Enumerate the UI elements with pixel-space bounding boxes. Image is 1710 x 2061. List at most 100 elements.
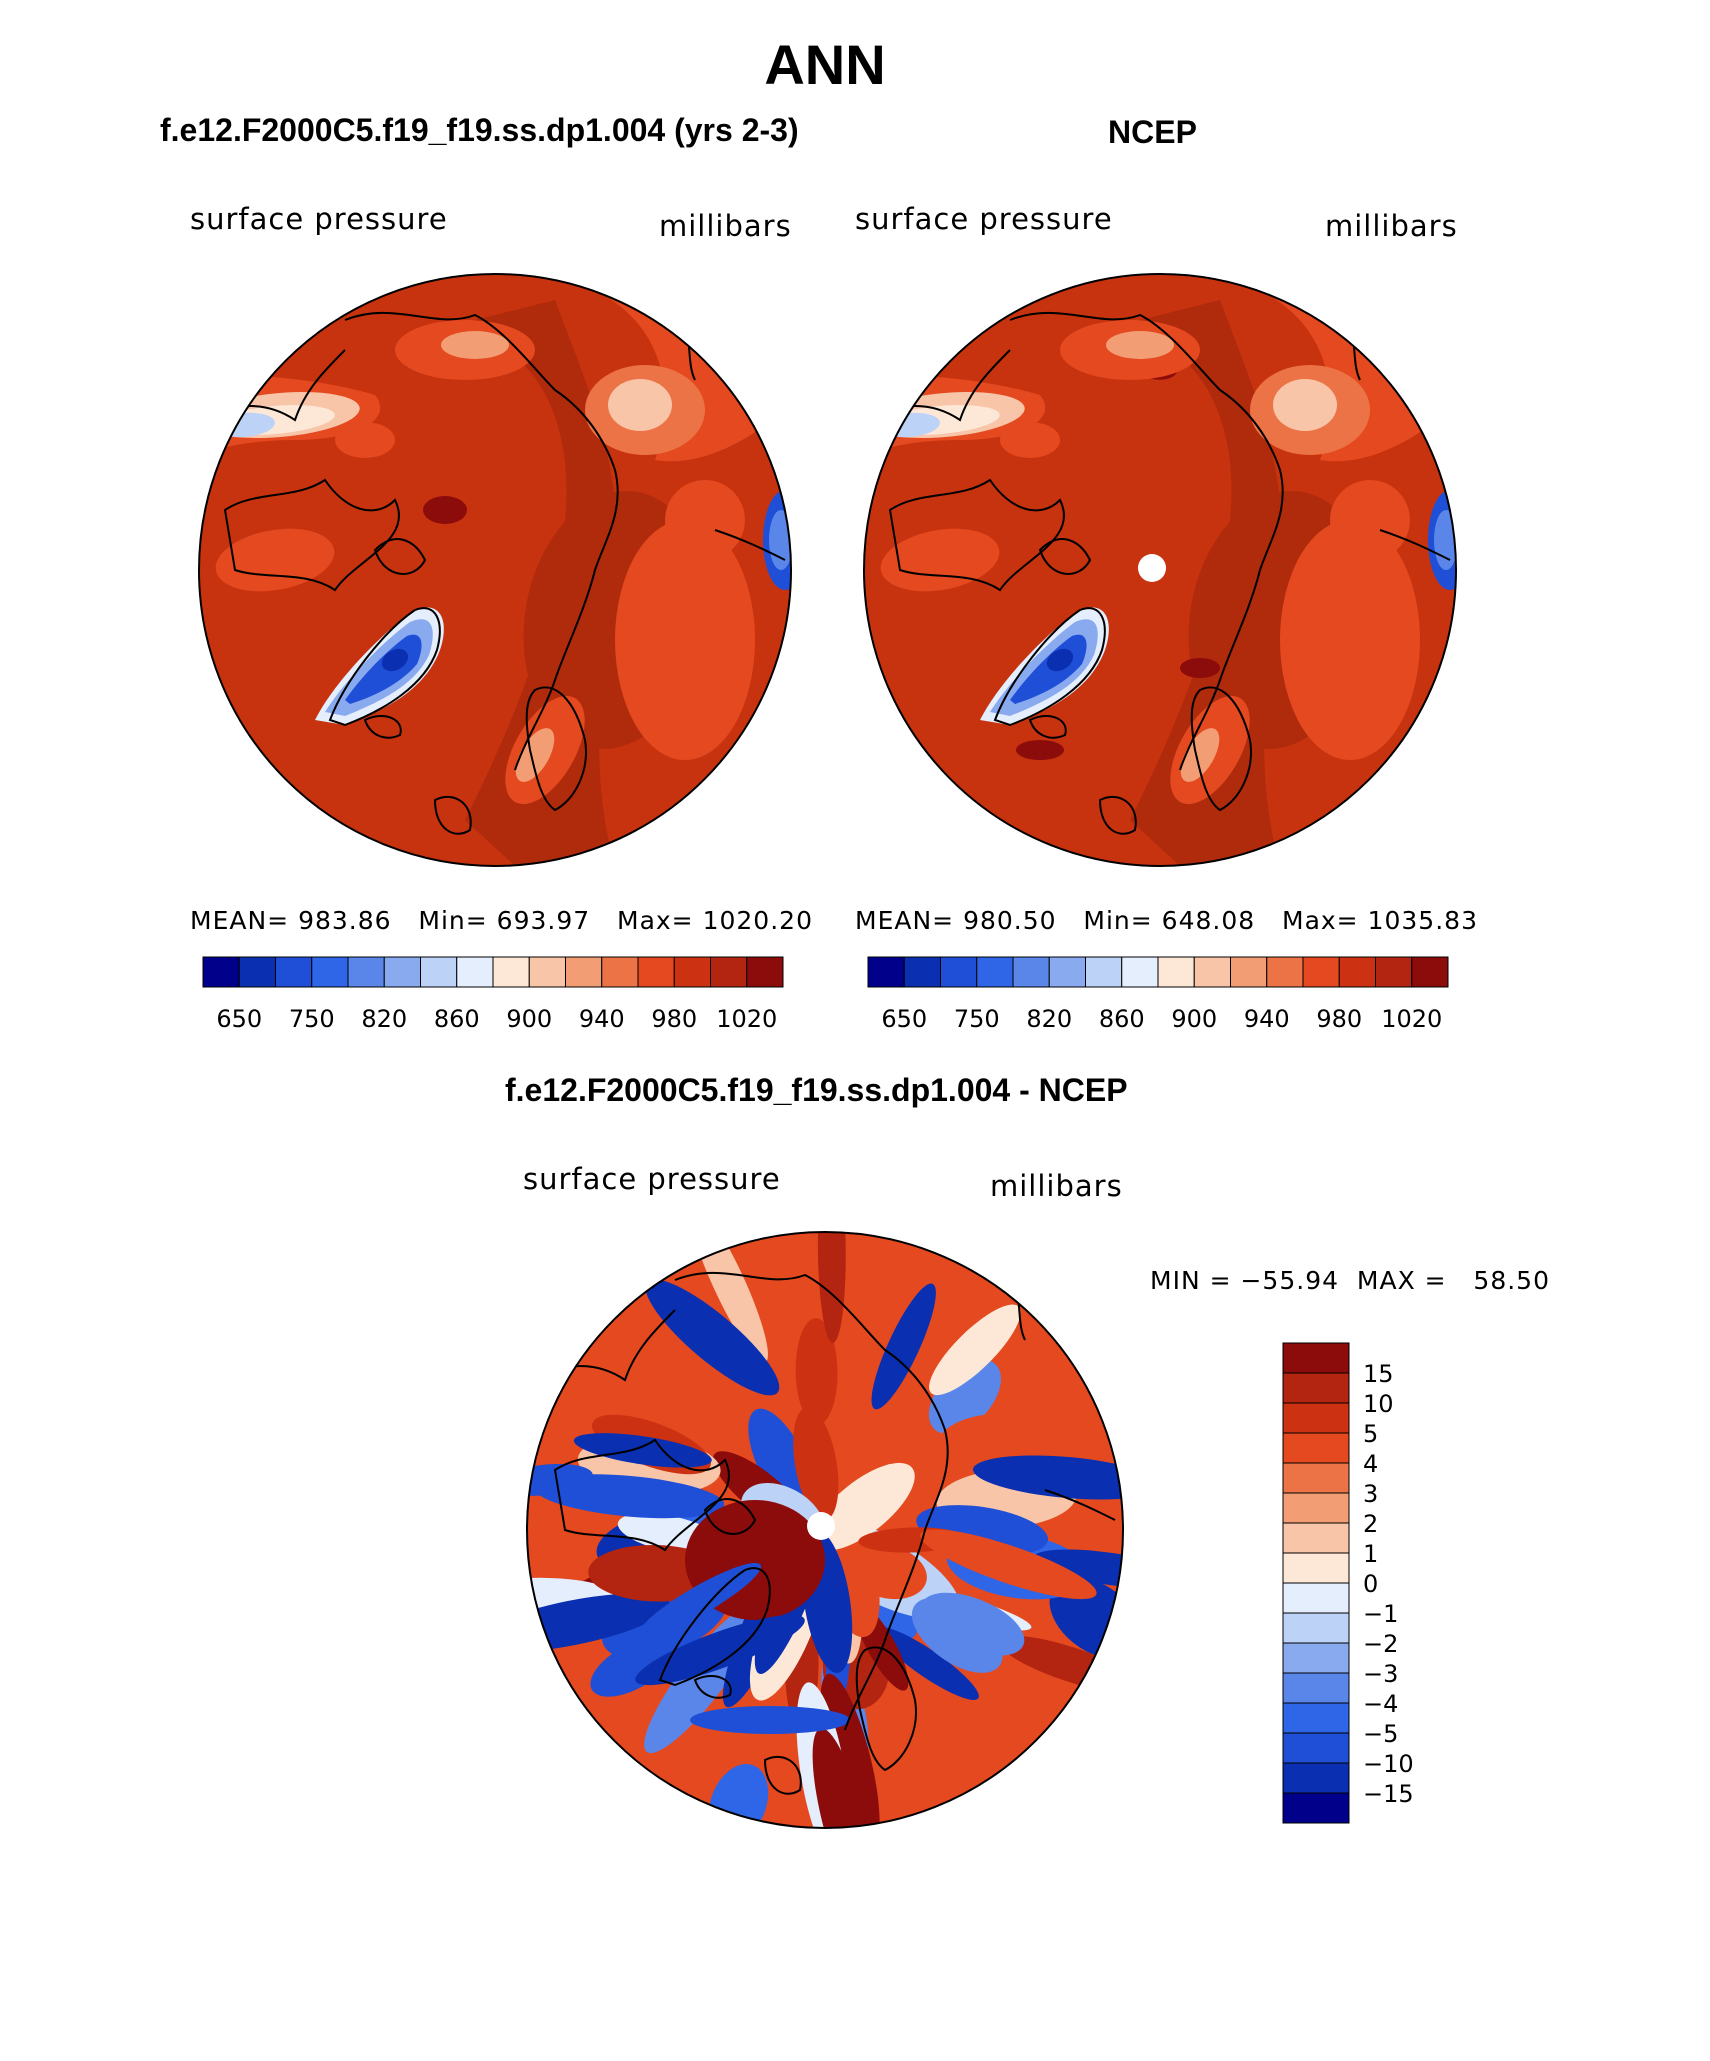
colorbar-tick-label: 15 bbox=[1363, 1360, 1394, 1388]
contour-region bbox=[812, 1462, 915, 1551]
polar-map-obs bbox=[863, 273, 1457, 867]
colorbar-tick-label: 10 bbox=[1363, 1390, 1394, 1418]
highland-region bbox=[1106, 331, 1174, 359]
coastline bbox=[553, 1438, 730, 1552]
coastline bbox=[373, 538, 427, 575]
contour-region bbox=[527, 1463, 593, 1496]
colorbar-box bbox=[528, 956, 566, 988]
stat-min-value: 648.08 bbox=[1161, 906, 1256, 935]
panel-model-header: f.e12.F2000C5.f19_f19.ss.dp1.004 (yrs 2-… bbox=[160, 112, 799, 148]
colorbar-box bbox=[1012, 956, 1050, 988]
colorbar-tick-label: 3 bbox=[1363, 1480, 1378, 1508]
contour-region bbox=[748, 1408, 815, 1517]
colorbar-tick-label: 860 bbox=[434, 1005, 480, 1033]
stat-max-label: Max= bbox=[1282, 906, 1359, 935]
colorbar-box bbox=[1193, 956, 1231, 988]
colorbar-box bbox=[1230, 956, 1268, 988]
colorbar-box bbox=[1411, 956, 1449, 988]
stat-min-label: Min= bbox=[1083, 906, 1153, 935]
colorbar-tick-label: 750 bbox=[289, 1005, 335, 1033]
colorbar-tick-label: 940 bbox=[1244, 1005, 1290, 1033]
coastline bbox=[1190, 686, 1252, 812]
colorbar-box bbox=[1282, 1642, 1350, 1674]
contour-region bbox=[1033, 1549, 1123, 1589]
coastline bbox=[855, 1646, 917, 1772]
coastline bbox=[714, 529, 786, 561]
contour-region bbox=[920, 1592, 1025, 1656]
contour-region bbox=[876, 1627, 979, 1700]
colorbar-tick-label: −10 bbox=[1363, 1750, 1414, 1778]
colorbar-tick-label: 980 bbox=[1316, 1005, 1362, 1033]
contour-region bbox=[937, 1414, 1026, 1461]
stat-mean-label: MEAN= bbox=[190, 906, 290, 935]
coastline bbox=[763, 1755, 802, 1795]
colorbar-tick-label: 650 bbox=[881, 1005, 927, 1033]
contour-region bbox=[817, 1232, 846, 1343]
colorbar-tick-label: 820 bbox=[361, 1005, 407, 1033]
colorbar-box bbox=[867, 956, 905, 988]
colorbar-box bbox=[565, 956, 603, 988]
colorbar-box bbox=[673, 956, 711, 988]
colorbar-box bbox=[746, 956, 784, 988]
stat-mean-value: 980.50 bbox=[963, 906, 1057, 935]
coastline bbox=[344, 311, 619, 771]
polar-map-model bbox=[198, 273, 792, 867]
colorbar-box bbox=[1282, 1792, 1350, 1824]
coastline bbox=[693, 1675, 732, 1699]
colorbar-tick-label: −4 bbox=[1363, 1690, 1398, 1718]
coastline bbox=[525, 686, 587, 812]
coastline bbox=[363, 715, 402, 739]
colorbar-tick-label: −3 bbox=[1363, 1660, 1398, 1688]
colorbar-box bbox=[1282, 1552, 1350, 1584]
highland-region bbox=[515, 728, 555, 782]
contour-region bbox=[690, 1706, 850, 1734]
highland-region bbox=[1000, 422, 1060, 458]
diff-panel-header: f.e12.F2000C5.f19_f19.ss.dp1.004 - NCEP bbox=[505, 1072, 1128, 1108]
colorbar-tick-label: 1020 bbox=[716, 1005, 777, 1033]
pole-hole bbox=[807, 1512, 835, 1540]
highland-region bbox=[608, 379, 672, 431]
colorbar-tick-label: −15 bbox=[1363, 1780, 1414, 1808]
coastline bbox=[1009, 311, 1284, 771]
coastline bbox=[1044, 1489, 1116, 1521]
colorbar-box bbox=[1282, 1762, 1350, 1794]
highland-region bbox=[730, 315, 770, 345]
colorbar-tick-label: 750 bbox=[954, 1005, 1000, 1033]
colorbar-obs: 650 750 820 860 900 940 980 1020 bbox=[867, 956, 1449, 1033]
panel-obs-stats: MEAN= 980.50 Min= 648.08 Max= 1035.83 bbox=[855, 906, 1478, 935]
colorbar-box bbox=[1282, 1462, 1350, 1494]
greenland-ice-region bbox=[1046, 648, 1074, 672]
coastline bbox=[993, 607, 1106, 727]
contour-region bbox=[1180, 658, 1220, 678]
coastline bbox=[1422, 359, 1451, 451]
polar-map-diff bbox=[526, 1231, 1124, 1829]
coastline bbox=[757, 359, 786, 451]
coastline bbox=[328, 607, 441, 727]
colorbar-box bbox=[1375, 956, 1413, 988]
colorbar-tick-label: 4 bbox=[1363, 1450, 1378, 1478]
colorbar-box bbox=[1282, 1582, 1350, 1614]
page-title: ANN bbox=[764, 33, 886, 96]
colorbar-box bbox=[710, 956, 748, 988]
panel-model-units: millibars bbox=[659, 209, 792, 243]
contour-region bbox=[795, 1318, 838, 1425]
contour-region bbox=[645, 1279, 780, 1396]
contour-region bbox=[635, 1614, 805, 1686]
colorbar-tick-label: 1 bbox=[1363, 1540, 1378, 1568]
stat-max-label: Max= bbox=[617, 906, 694, 935]
pole-hole bbox=[1138, 554, 1166, 582]
panel-obs-units: millibars bbox=[1325, 209, 1458, 243]
diff-panel-variable: surface pressure bbox=[523, 1162, 781, 1196]
highland-region bbox=[335, 422, 395, 458]
colorbar-box bbox=[1085, 956, 1123, 988]
coastline bbox=[1379, 529, 1451, 561]
colorbar-box bbox=[238, 956, 276, 988]
colorbar-box bbox=[347, 956, 385, 988]
colorbar-box bbox=[1282, 1492, 1350, 1524]
contour-region bbox=[929, 1304, 1021, 1396]
contour-region bbox=[527, 1593, 670, 1653]
colorbar-tick-label: −5 bbox=[1363, 1720, 1398, 1748]
highland-region bbox=[1395, 315, 1435, 345]
colorbar-tick-label: 980 bbox=[651, 1005, 697, 1033]
stat-min-label: Min= bbox=[418, 906, 488, 935]
